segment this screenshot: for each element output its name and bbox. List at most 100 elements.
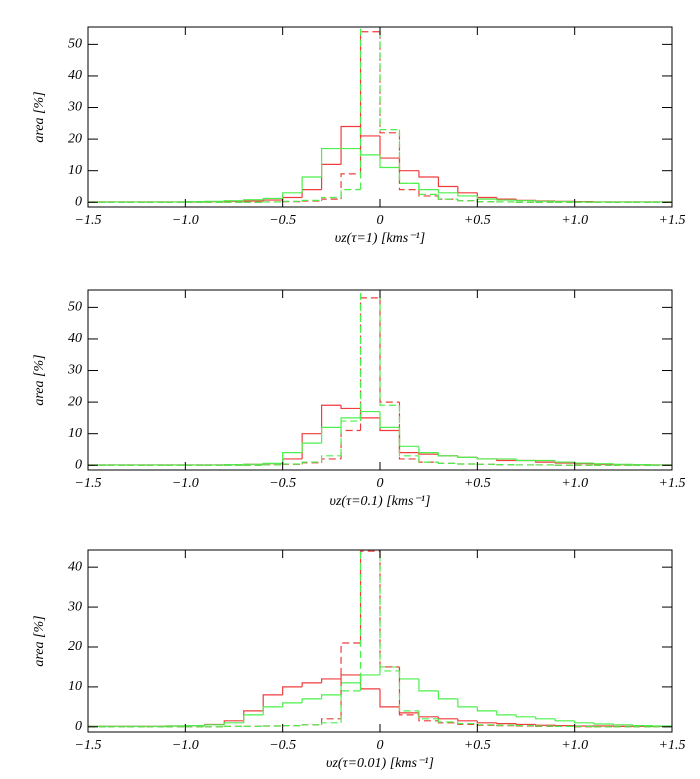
x-tick-label: −1.0 — [172, 476, 199, 491]
x-tick-label: −1.0 — [172, 213, 199, 228]
x-tick-label: +1.0 — [561, 476, 588, 491]
histogram-step — [437, 194, 458, 200]
histogram-step — [282, 458, 303, 464]
panel: −1.5 −1.0 −0.5 0 +0.5 +1.0 +1.5 0 10 20 30 40 50 υz(τ… — [32, 26, 685, 246]
histogram-step — [321, 426, 342, 444]
histogram-step — [379, 27, 400, 131]
histogram-step — [398, 405, 419, 457]
histogram-step — [282, 192, 303, 199]
histogram-step — [359, 674, 380, 690]
panel: −1.5 −1.0 −0.5 0 +0.5 +1.0 +1.5 0 10 20 30 40 υz(τ=0… — [32, 549, 685, 771]
histogram-step — [340, 173, 361, 200]
histogram-step — [243, 710, 264, 721]
histogram-step — [301, 189, 322, 198]
y-tick-label: 10 — [68, 163, 82, 178]
histogram-step — [359, 148, 380, 156]
histogram-step — [515, 200, 536, 202]
histogram-step — [418, 455, 439, 463]
y-axis-title: area [%] — [32, 354, 47, 405]
histogram-step — [398, 670, 419, 712]
histogram-step — [262, 199, 283, 201]
histogram-step — [457, 722, 478, 725]
histogram-step — [340, 674, 361, 679]
histogram-step — [496, 197, 517, 200]
x-tick-label: +0.5 — [464, 738, 491, 753]
histogram-step — [301, 442, 322, 453]
histogram-step — [418, 714, 439, 722]
histogram-step — [418, 183, 439, 195]
histogram-step — [418, 678, 439, 692]
histogram-step — [496, 199, 517, 201]
histogram-step — [418, 170, 439, 178]
histogram-step — [321, 147, 342, 177]
histogram-step — [457, 698, 478, 708]
histogram-step — [496, 710, 517, 716]
histogram-step — [359, 126, 380, 137]
histogram-step — [632, 724, 653, 727]
histogram-step — [282, 196, 303, 201]
histogram-series — [88, 674, 672, 728]
histogram-step — [613, 724, 634, 726]
histogram-step — [437, 189, 458, 194]
histogram-step — [398, 666, 419, 716]
histogram-step — [359, 290, 362, 422]
histogram-step — [321, 163, 342, 190]
histogram-step — [437, 452, 458, 457]
histogram-step — [379, 31, 400, 134]
histogram-step — [321, 196, 342, 201]
histogram-step — [457, 463, 478, 465]
histogram-step — [359, 550, 380, 643]
histogram-step — [379, 688, 400, 708]
histogram-step — [340, 429, 361, 459]
histogram-step — [379, 135, 400, 159]
histogram-step — [340, 642, 361, 719]
histogram-step — [418, 189, 439, 197]
histogram-step — [243, 714, 264, 723]
histogram-step — [476, 192, 497, 199]
histogram-step — [457, 186, 478, 194]
y-tick-label: 0 — [75, 719, 82, 734]
y-tick-label: 10 — [68, 426, 82, 441]
histogram-step — [321, 458, 342, 463]
histogram-step — [379, 411, 400, 428]
histogram-series — [88, 550, 672, 728]
histogram-step — [457, 455, 478, 458]
histogram-step — [535, 716, 556, 720]
histogram-step — [301, 682, 322, 687]
y-axis-title: area [%] — [32, 615, 47, 666]
histogram-step — [321, 694, 342, 699]
x-axis-title: υz(τ=0.1) [kms⁻¹] — [330, 494, 431, 509]
x-tick-label: +1.5 — [659, 476, 686, 491]
histogram-step — [398, 132, 419, 191]
histogram-step — [359, 410, 380, 418]
histogram-step — [340, 417, 361, 428]
histogram-step — [398, 666, 419, 680]
histogram-step — [340, 189, 361, 198]
histogram-step — [418, 183, 439, 191]
histogram-step — [282, 686, 303, 695]
histogram-step — [359, 674, 380, 683]
y-tick-label: 20 — [68, 131, 82, 146]
histogram-step — [321, 678, 342, 683]
histogram-step — [321, 198, 342, 201]
histogram-step — [437, 462, 458, 464]
histogram-step — [301, 698, 322, 703]
histogram-step — [476, 706, 497, 712]
y-tick-label: 0 — [75, 457, 82, 472]
y-tick-label: 30 — [67, 599, 82, 614]
histogram-step — [418, 712, 439, 718]
histogram-step — [340, 125, 361, 165]
x-tick-label: 0 — [377, 738, 384, 753]
y-tick-label: 0 — [75, 194, 82, 209]
histogram-step — [262, 197, 283, 200]
histogram-step — [301, 461, 322, 464]
y-tick-label: 20 — [68, 639, 82, 654]
histogram-step — [437, 690, 458, 700]
histogram-step — [437, 716, 458, 720]
histogram-step — [340, 682, 361, 695]
x-axis-title: υz(τ=0.01) [kms⁻¹] — [326, 756, 434, 771]
histogram-step — [282, 200, 303, 202]
histogram-step — [301, 433, 322, 459]
